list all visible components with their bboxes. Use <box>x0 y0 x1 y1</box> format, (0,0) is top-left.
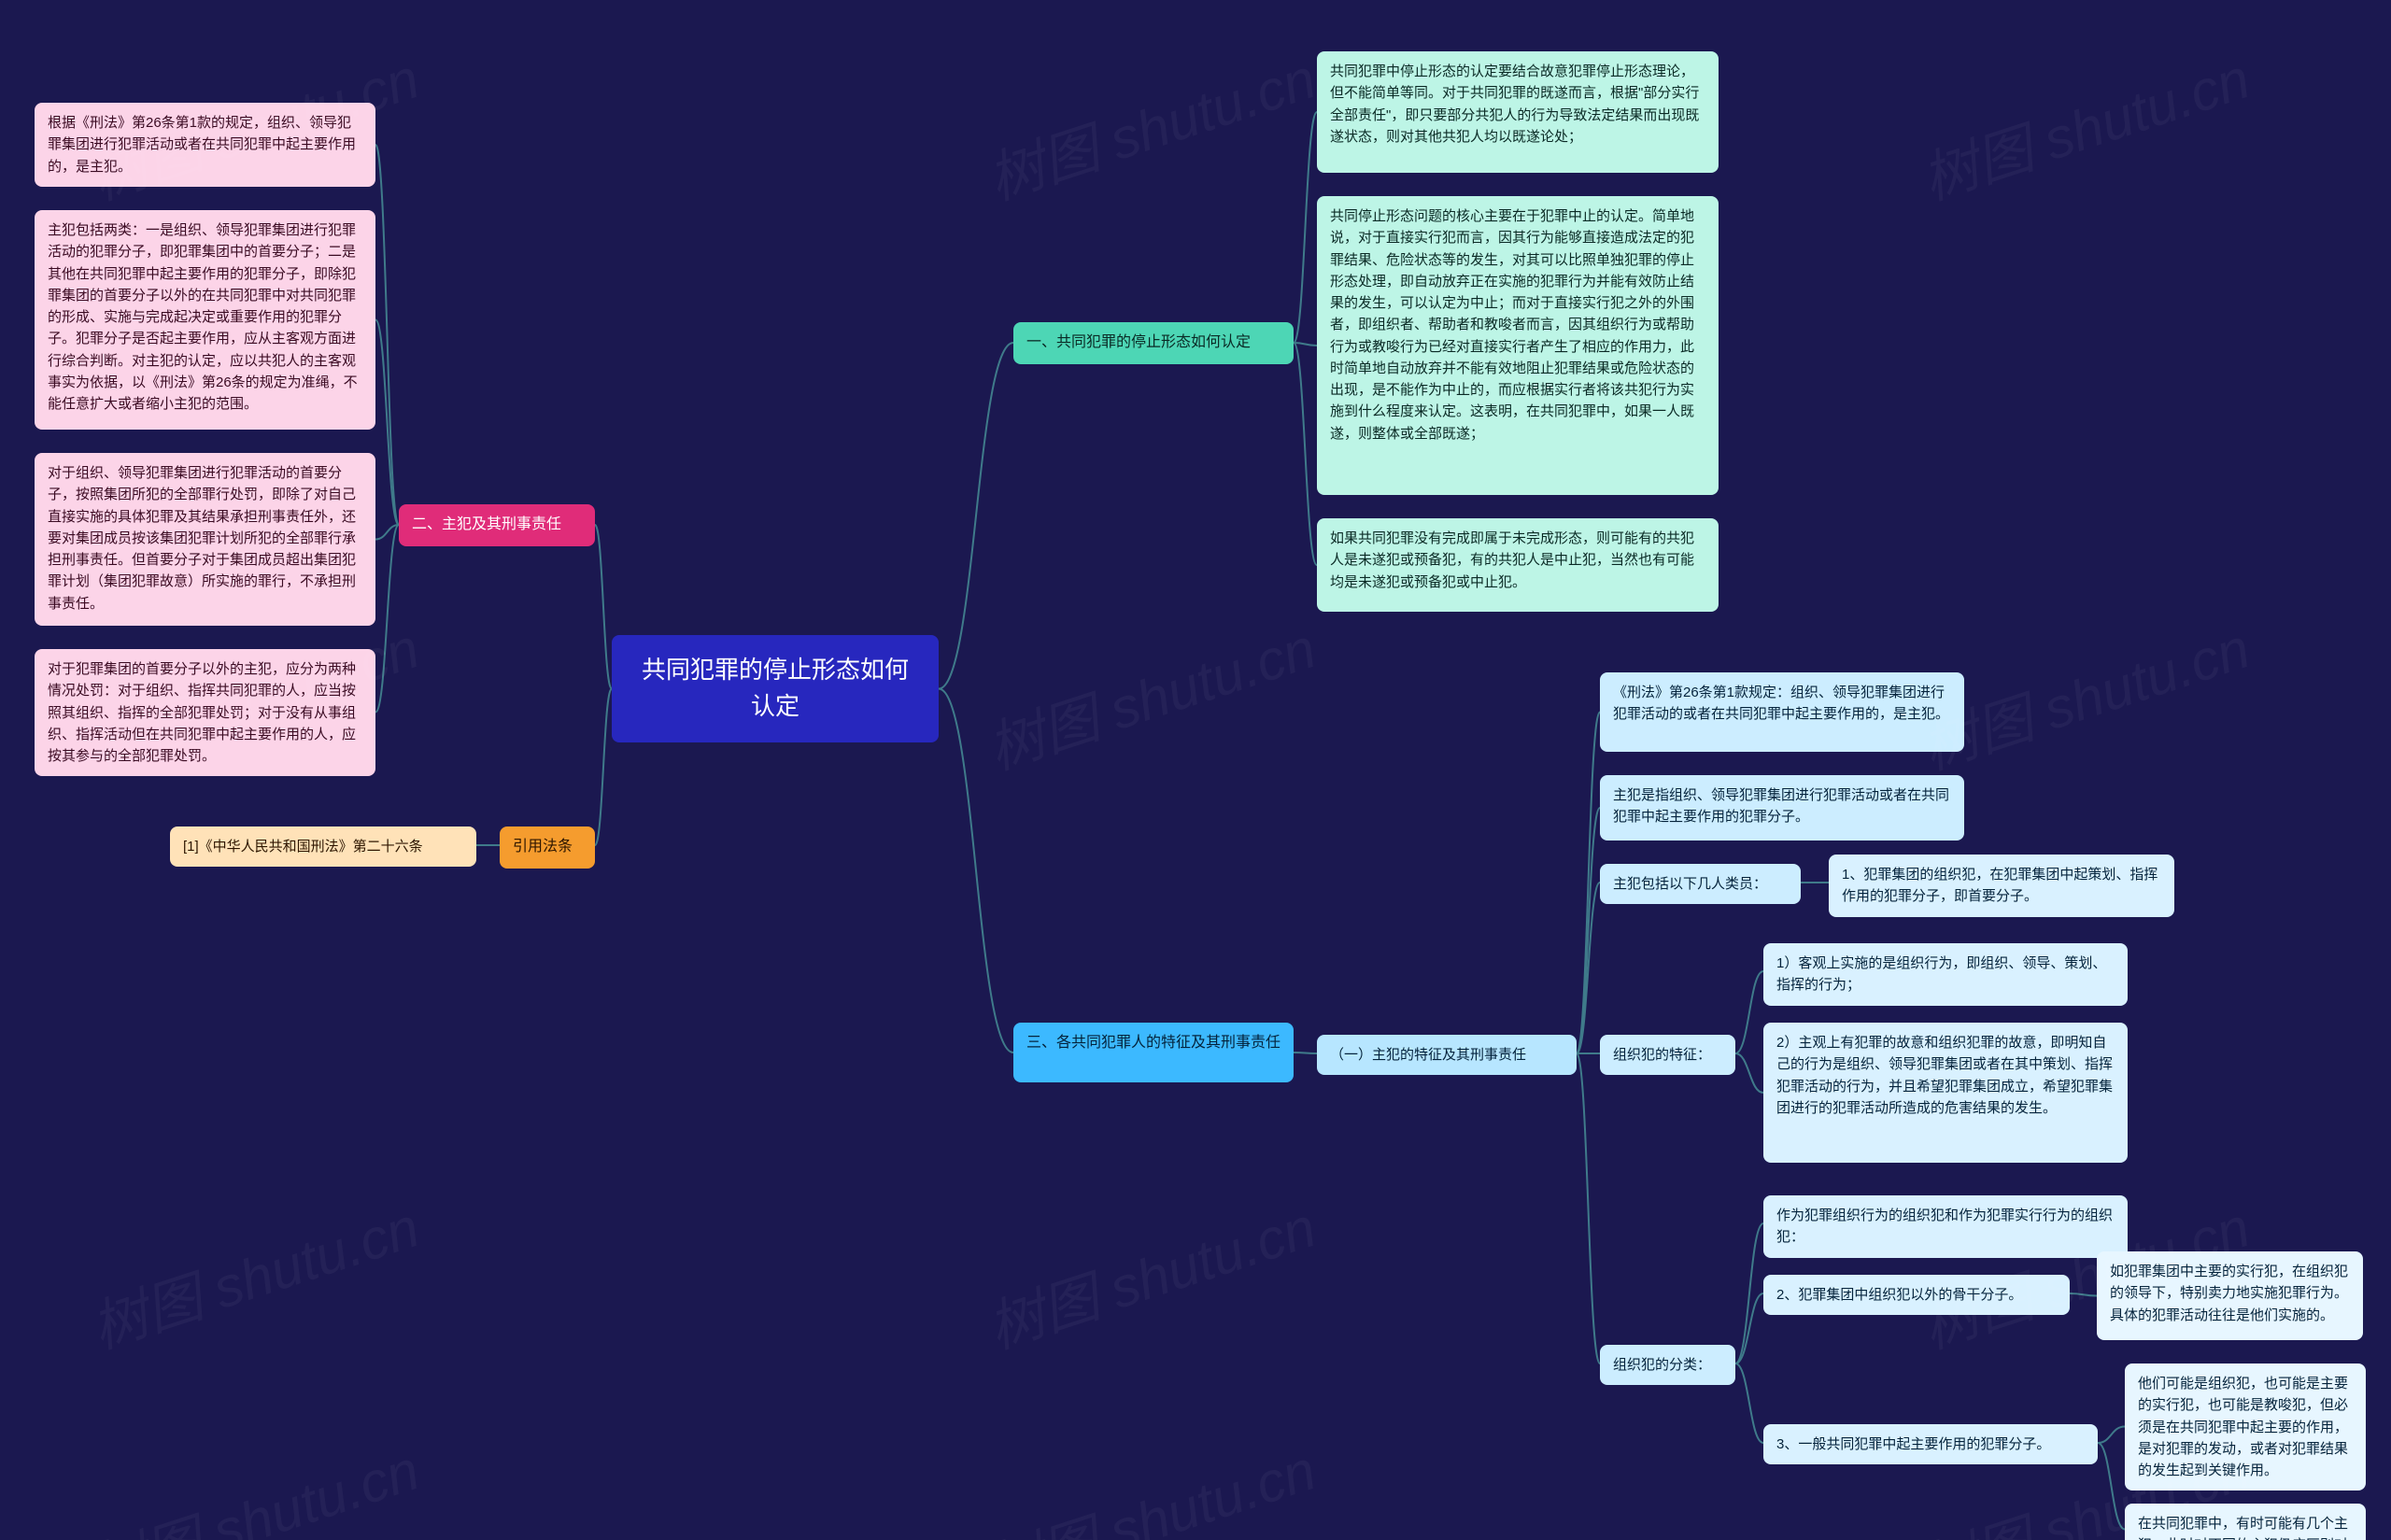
watermark: 树图 shutu.cn <box>79 1425 428 1540</box>
edge-sec2-sec2_a <box>375 145 399 525</box>
node-sec3_1: （一）主犯的特征及其刑事责任 <box>1317 1035 1577 1075</box>
node-sec3_1c: 主犯包括以下几人类员： <box>1600 864 1801 904</box>
edge-sec3_1e_iii-sec3_1e_iii_a <box>2098 1427 2125 1444</box>
edge-sec3_1-sec3_1b <box>1577 808 1600 1053</box>
watermark: 树图 shutu.cn <box>976 1425 1324 1540</box>
node-sec2: 二、主犯及其刑事责任 <box>399 504 595 546</box>
edge-sec1-sec1_a <box>1294 112 1317 343</box>
node-sec3_1e_iii: 3、一般共同犯罪中起主要作用的犯罪分子。 <box>1763 1424 2098 1464</box>
edge-sec3_1-sec3_1e <box>1577 1053 1600 1363</box>
edge-sec3_1e_ii-sec3_1e_ii_a <box>2070 1293 2097 1296</box>
watermark: 树图 shutu.cn <box>976 603 1324 785</box>
node-sec1: 一、共同犯罪的停止形态如何认定 <box>1013 322 1294 364</box>
edge-sec3_1d-sec3_1d_ii <box>1735 1053 1763 1093</box>
node-sec3_1a: 《刑法》第26条第1款规定：组织、领导犯罪集团进行犯罪活动的或者在共同犯罪中起主… <box>1600 672 1964 752</box>
watermark: 树图 shutu.cn <box>976 34 1324 216</box>
edge-root-sec2 <box>595 525 612 689</box>
edge-sec2-sec2_d <box>375 525 399 713</box>
edge-sec3_1-sec3_1a <box>1577 713 1600 1054</box>
node-sec3_1e_iii_b: 在共同犯罪中，有时可能有几个主犯，此时对不同的主犯仍应区别对待。 <box>2125 1504 2366 1540</box>
node-sec2_d: 对于犯罪集团的首要分子以外的主犯，应分为两种情况处罚：对于组织、指挥共同犯罪的人… <box>35 649 375 776</box>
edge-sec3_1e-sec3_1e_iii <box>1735 1363 1763 1443</box>
node-sec3_1e_ii_a: 如犯罪集团中主要的实行犯，在组织犯的领导下，特别卖力地实施犯罪行为。具体的犯罪活… <box>2097 1251 2363 1340</box>
edge-sec3_1e-sec3_1e_i <box>1735 1223 1763 1363</box>
edge-sec3_1e-sec3_1e_ii <box>1735 1293 1763 1363</box>
watermark: 树图 shutu.cn <box>976 1182 1324 1364</box>
edge-sec3_1-sec3_1c <box>1577 883 1600 1053</box>
node-sec2_c: 对于组织、领导犯罪集团进行犯罪活动的首要分子，按照集团所犯的全部罪行处罚，即除了… <box>35 453 375 626</box>
node-sec3_1e_iii_a: 他们可能是组织犯，也可能是主要的实行犯，也可能是教唆犯，但必须是在共同犯罪中起主… <box>2125 1363 2366 1491</box>
watermark: 树图 shutu.cn <box>79 1182 428 1364</box>
node-sec3_1b: 主犯是指组织、领导犯罪集团进行犯罪活动或者在共同犯罪中起主要作用的犯罪分子。 <box>1600 775 1964 841</box>
node-sec3_1d_i: 1）客观上实施的是组织行为，即组织、领导、策划、指挥的行为； <box>1763 943 2128 1006</box>
node-citation: 引用法条 <box>500 827 595 869</box>
node-root: 共同犯罪的停止形态如何认定 <box>612 635 939 742</box>
node-sec1_c: 如果共同犯罪没有完成即属于未完成形态，则可能有的共犯人是未遂犯或预备犯，有的共犯… <box>1317 518 1719 612</box>
node-sec3_1e_i: 作为犯罪组织行为的组织犯和作为犯罪实行行为的组织犯： <box>1763 1195 2128 1258</box>
edge-root-sec1 <box>939 343 1013 689</box>
node-sec2_a: 根据《刑法》第26条第1款的规定，组织、领导犯罪集团进行犯罪活动或者在共同犯罪中… <box>35 103 375 187</box>
edge-sec2-sec2_b <box>375 320 399 526</box>
edge-sec1-sec1_c <box>1294 343 1317 565</box>
node-sec2_b: 主犯包括两类：一是组织、领导犯罪集团进行犯罪活动的犯罪分子，即犯罪集团中的首要分… <box>35 210 375 430</box>
node-citation_a: [1]《中华人民共和国刑法》第二十六条 <box>170 827 476 867</box>
node-sec3: 三、各共同犯罪人的特征及其刑事责任 <box>1013 1023 1294 1082</box>
node-sec1_b: 共同停止形态问题的核心主要在于犯罪中止的认定。简单地说，对于直接实行犯而言，因其… <box>1317 196 1719 495</box>
node-sec3_1d: 组织犯的特征： <box>1600 1035 1735 1075</box>
node-sec3_1c_i: 1、犯罪集团的组织犯，在犯罪集团中起策划、指挥作用的犯罪分子，即首要分子。 <box>1829 855 2174 917</box>
node-sec3_1e_ii: 2、犯罪集团中组织犯以外的骨干分子。 <box>1763 1275 2070 1315</box>
node-sec1_a: 共同犯罪中停止形态的认定要结合故意犯罪停止形态理论，但不能简单等同。对于共同犯罪… <box>1317 51 1719 173</box>
node-sec3_1e: 组织犯的分类： <box>1600 1345 1735 1385</box>
edge-root-citation <box>595 689 612 846</box>
edge-sec3_1e_iii-sec3_1e_iii_b <box>2098 1443 2125 1530</box>
node-sec3_1d_ii: 2）主观上有犯罪的故意和组织犯罪的故意，即明知自己的行为是组织、领导犯罪集团或者… <box>1763 1023 2128 1163</box>
watermark: 树图 shutu.cn <box>1910 34 2258 216</box>
edge-root-sec3 <box>939 689 1013 1053</box>
edge-sec1-sec1_b <box>1294 343 1317 346</box>
edge-sec3_1d-sec3_1d_i <box>1735 971 1763 1053</box>
edge-sec2-sec2_c <box>375 525 399 540</box>
